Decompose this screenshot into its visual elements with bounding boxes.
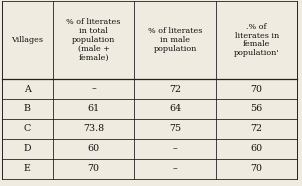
Text: 56: 56 (251, 104, 263, 113)
Text: 70: 70 (251, 164, 263, 173)
Text: –: – (91, 84, 96, 94)
Text: C: C (24, 124, 31, 133)
Text: 70: 70 (251, 84, 263, 94)
Text: A: A (24, 84, 31, 94)
Text: 70: 70 (88, 164, 100, 173)
Text: 60: 60 (251, 144, 263, 153)
Text: .% of
literates in
female
population': .% of literates in female population' (234, 23, 279, 57)
Text: 73.8: 73.8 (83, 124, 104, 133)
Text: 64: 64 (169, 104, 181, 113)
Text: D: D (24, 144, 31, 153)
Text: 72: 72 (169, 84, 181, 94)
Text: % of literates
in total
population
(male +
female): % of literates in total population (male… (66, 18, 121, 62)
Text: E: E (24, 164, 31, 173)
Text: 61: 61 (88, 104, 100, 113)
Text: B: B (24, 104, 31, 113)
Text: Villages: Villages (11, 36, 43, 44)
Text: –: – (173, 164, 178, 173)
Text: –: – (173, 144, 178, 153)
Text: 72: 72 (251, 124, 263, 133)
Text: 75: 75 (169, 124, 181, 133)
Text: % of literates
in male
population: % of literates in male population (148, 27, 202, 53)
Text: 60: 60 (88, 144, 100, 153)
